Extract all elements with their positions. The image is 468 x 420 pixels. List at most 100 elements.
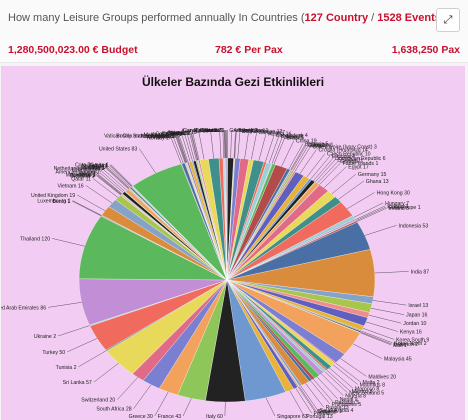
pie-slice-label: Luxembourg 1 xyxy=(37,199,70,205)
pie-slice-label: Mauritius 8 xyxy=(360,382,385,388)
pie-slice-label: Brunei 1 xyxy=(284,135,303,141)
label-leader-line xyxy=(360,331,392,345)
pie-slice-label: Argentina 13 xyxy=(167,130,197,136)
label-leader-line xyxy=(319,162,341,185)
pie-slice-label: Australia 16 xyxy=(181,129,209,135)
pie-slice-label: Bolivia 1 xyxy=(89,163,109,169)
pie-slice-label: New Zealand 5 xyxy=(349,391,384,397)
pie-slice-label: Rwanda 1 xyxy=(81,166,104,172)
label-leader-line xyxy=(321,373,344,396)
pax-total-stat: 1,638,250 Pax xyxy=(391,44,460,56)
pie-slice-label: Croatia (Hrvatska) 14 xyxy=(319,147,368,153)
country-count: 127 Country xyxy=(304,12,369,24)
pie-slice-label: Togo 1 xyxy=(238,128,254,134)
expand-button[interactable]: ⤢ xyxy=(436,8,460,32)
pie-slice-label: Finland 3 xyxy=(310,144,331,150)
expand-icon: ⤢ xyxy=(443,14,453,26)
pie-slice-label: Liberia 1 xyxy=(76,172,96,178)
pie-slice-label: Ghana 13 xyxy=(366,179,389,185)
label-leader-line xyxy=(346,192,375,209)
label-leader-line xyxy=(48,302,82,308)
pie-slice-label: Panama 1 xyxy=(152,134,176,140)
budget-stat: 1,280,500,023.00 € Budget xyxy=(8,44,138,56)
label-leader-line xyxy=(316,376,338,400)
label-leader-line xyxy=(78,350,107,367)
pie-slice-label: Vietnam 16 xyxy=(58,183,84,189)
pie-slice-label: Slovenia 1 xyxy=(318,409,342,415)
pie-slice-label: India 87 xyxy=(411,269,430,275)
label-leader-line xyxy=(233,130,236,159)
pie-slice-label: Latvia 1 xyxy=(206,128,224,134)
label-leader-line xyxy=(300,385,318,411)
label-leader-line xyxy=(154,391,169,417)
pie-slice-label: Japan 16 xyxy=(406,313,427,319)
pie-slice-label: Algeria 2 xyxy=(170,131,191,137)
label-leader-line xyxy=(177,135,187,163)
label-leader-line xyxy=(335,362,361,383)
pie-slice-label: Kyrgyzstan 1 xyxy=(238,128,268,134)
pie-slice-label: Brazil 5 xyxy=(287,136,304,142)
pie-slice-label: Myanmar 1 xyxy=(82,163,108,169)
label-leader-line xyxy=(289,390,305,416)
label-leader-line xyxy=(310,156,330,180)
pie-slice-label: Ukraine 2 xyxy=(34,334,56,340)
label-leader-line xyxy=(133,384,152,409)
label-leader-line xyxy=(170,137,182,164)
label-leader-line xyxy=(310,380,330,404)
per-pax-stat: 782 € Per Pax xyxy=(215,44,283,56)
pie-slice-label: Bosnia and Herzegovina 2 xyxy=(116,133,177,139)
label-leader-line xyxy=(230,129,232,159)
label-leader-line xyxy=(190,132,198,161)
pie-slice-label: Singapore 63 xyxy=(277,414,308,420)
pie-slice-label: China 19 xyxy=(296,139,317,145)
pie-slice-label: United Kingdom 19 xyxy=(31,193,75,199)
pie-slice-label: Greece 30 xyxy=(129,414,153,420)
pie-slice-label: France 43 xyxy=(158,414,181,420)
pie-slice-label: Cape Verde 1 xyxy=(143,134,175,140)
label-leader-line xyxy=(356,207,387,222)
label-leader-line xyxy=(67,338,98,353)
label-leader-line xyxy=(72,200,102,217)
pie-slice-label: Kazakhstan 2 xyxy=(151,132,183,138)
pie-slice-label: Guadeloupe 1 xyxy=(388,205,421,211)
label-leader-line xyxy=(101,171,126,192)
pie-slice-label: Kenya 16 xyxy=(400,330,422,336)
label-leader-line xyxy=(258,133,267,161)
pie-slice-label: Bahamas 7 xyxy=(259,130,285,136)
label-leader-line xyxy=(96,175,121,196)
label-leader-line xyxy=(292,145,309,171)
label-leader-line xyxy=(305,383,324,408)
panel-header: How many Leisure Groups performed annual… xyxy=(0,0,468,39)
pie-slice-label: Turkey 50 xyxy=(42,350,65,356)
label-leader-line xyxy=(210,130,214,159)
label-leader-line xyxy=(109,165,132,187)
pie-slice-label: Armenia 9 xyxy=(234,128,258,134)
label-leader-line xyxy=(298,386,315,412)
label-leader-line xyxy=(251,131,257,160)
pie-slice-label: Barbados 1 xyxy=(162,131,189,137)
label-leader-line xyxy=(181,134,191,162)
pie-slice-label: Korea South 9 xyxy=(396,337,429,343)
pie-slice-label: South Africa 28 xyxy=(96,407,131,413)
label-leader-line xyxy=(110,164,133,187)
pie-slice-label: Norway 1 xyxy=(147,135,169,141)
pie-slice-label: American Samoa 1 xyxy=(55,169,99,175)
pie-slice-label: Nepal 9 xyxy=(340,397,358,403)
pie-slice-label: Canada 6 xyxy=(195,128,218,134)
chart-title: Ülkeler Bazında Gezi Etkinlikleri xyxy=(142,74,324,89)
label-leader-line xyxy=(184,134,193,162)
label-leader-line xyxy=(299,386,316,412)
pie-slice-label: United Arab Emirates 86 xyxy=(1,305,46,311)
panel-title: How many Leisure Groups performed annual… xyxy=(8,12,445,24)
label-leader-line xyxy=(313,378,334,403)
label-leader-line xyxy=(265,397,276,417)
label-leader-line xyxy=(222,129,224,159)
label-leader-line xyxy=(103,169,127,191)
label-leader-line xyxy=(271,137,283,164)
label-leader-line xyxy=(175,136,186,164)
label-leader-line xyxy=(186,133,195,162)
pie-slice-label: Indonesia 53 xyxy=(399,223,429,229)
label-leader-line xyxy=(313,157,334,182)
pie-slice-label: Angola 5 xyxy=(151,135,172,141)
